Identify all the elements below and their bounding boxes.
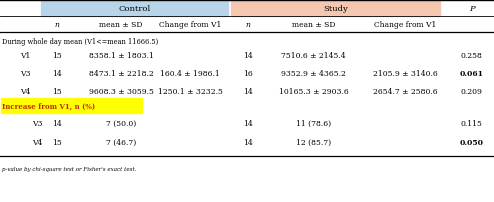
Text: Control: Control <box>118 5 151 13</box>
Text: 8358.1 ± 1803.1: 8358.1 ± 1803.1 <box>88 52 154 60</box>
Text: 160.4 ± 1986.1: 160.4 ± 1986.1 <box>161 70 220 78</box>
Text: n: n <box>54 21 59 29</box>
Text: 14: 14 <box>52 119 62 127</box>
Text: P: P <box>469 5 475 13</box>
Text: 14: 14 <box>243 119 253 127</box>
Text: 15: 15 <box>52 88 62 96</box>
Text: 8473.1 ± 2218.2: 8473.1 ± 2218.2 <box>88 70 154 78</box>
Text: mean ± SD: mean ± SD <box>292 21 335 29</box>
Bar <box>41 0 228 17</box>
Text: 9608.3 ± 3059.5: 9608.3 ± 3059.5 <box>88 88 154 96</box>
Text: During whole day mean (V1<=mean 11666.5): During whole day mean (V1<=mean 11666.5) <box>2 37 159 45</box>
Text: V4: V4 <box>32 138 42 146</box>
Text: 14: 14 <box>243 52 253 60</box>
Text: 2105.9 ± 3140.6: 2105.9 ± 3140.6 <box>372 70 438 78</box>
Text: Increase from V1, n (%): Increase from V1, n (%) <box>2 102 96 110</box>
Text: V4: V4 <box>20 88 30 96</box>
Text: n: n <box>246 21 250 29</box>
Text: 16: 16 <box>243 70 253 78</box>
Text: 0.050: 0.050 <box>460 138 484 146</box>
Text: 7 (46.7): 7 (46.7) <box>106 138 136 146</box>
Text: 9352.9 ± 4365.2: 9352.9 ± 4365.2 <box>281 70 346 78</box>
Text: Study: Study <box>323 5 348 13</box>
Text: 14: 14 <box>243 88 253 96</box>
Text: mean ± SD: mean ± SD <box>99 21 143 29</box>
Text: 14: 14 <box>243 138 253 146</box>
Text: V1: V1 <box>20 52 30 60</box>
Bar <box>231 0 440 17</box>
Text: 10165.3 ± 2903.6: 10165.3 ± 2903.6 <box>279 88 349 96</box>
Text: V3: V3 <box>20 70 30 78</box>
Text: 0.115: 0.115 <box>461 119 483 127</box>
Text: 1250.1 ± 3232.5: 1250.1 ± 3232.5 <box>158 88 223 96</box>
Text: 15: 15 <box>52 52 62 60</box>
Text: 0.209: 0.209 <box>461 88 483 96</box>
Text: Change from V1: Change from V1 <box>374 21 436 29</box>
Text: 2654.7 ± 2580.6: 2654.7 ± 2580.6 <box>373 88 437 96</box>
Text: 15: 15 <box>52 138 62 146</box>
Text: 11 (78.6): 11 (78.6) <box>296 119 331 127</box>
Bar <box>1 99 142 114</box>
Text: 0.258: 0.258 <box>461 52 483 60</box>
Text: 12 (85.7): 12 (85.7) <box>296 138 331 146</box>
Text: 0.061: 0.061 <box>460 70 484 78</box>
Text: p-value by chi-square test or Fisher's exact test.: p-value by chi-square test or Fisher's e… <box>2 166 137 171</box>
Text: 7510.6 ± 2145.4: 7510.6 ± 2145.4 <box>282 52 346 60</box>
Text: V3: V3 <box>32 119 42 127</box>
Text: 7 (50.0): 7 (50.0) <box>106 119 136 127</box>
Text: Change from V1: Change from V1 <box>159 21 221 29</box>
Text: 14: 14 <box>52 70 62 78</box>
